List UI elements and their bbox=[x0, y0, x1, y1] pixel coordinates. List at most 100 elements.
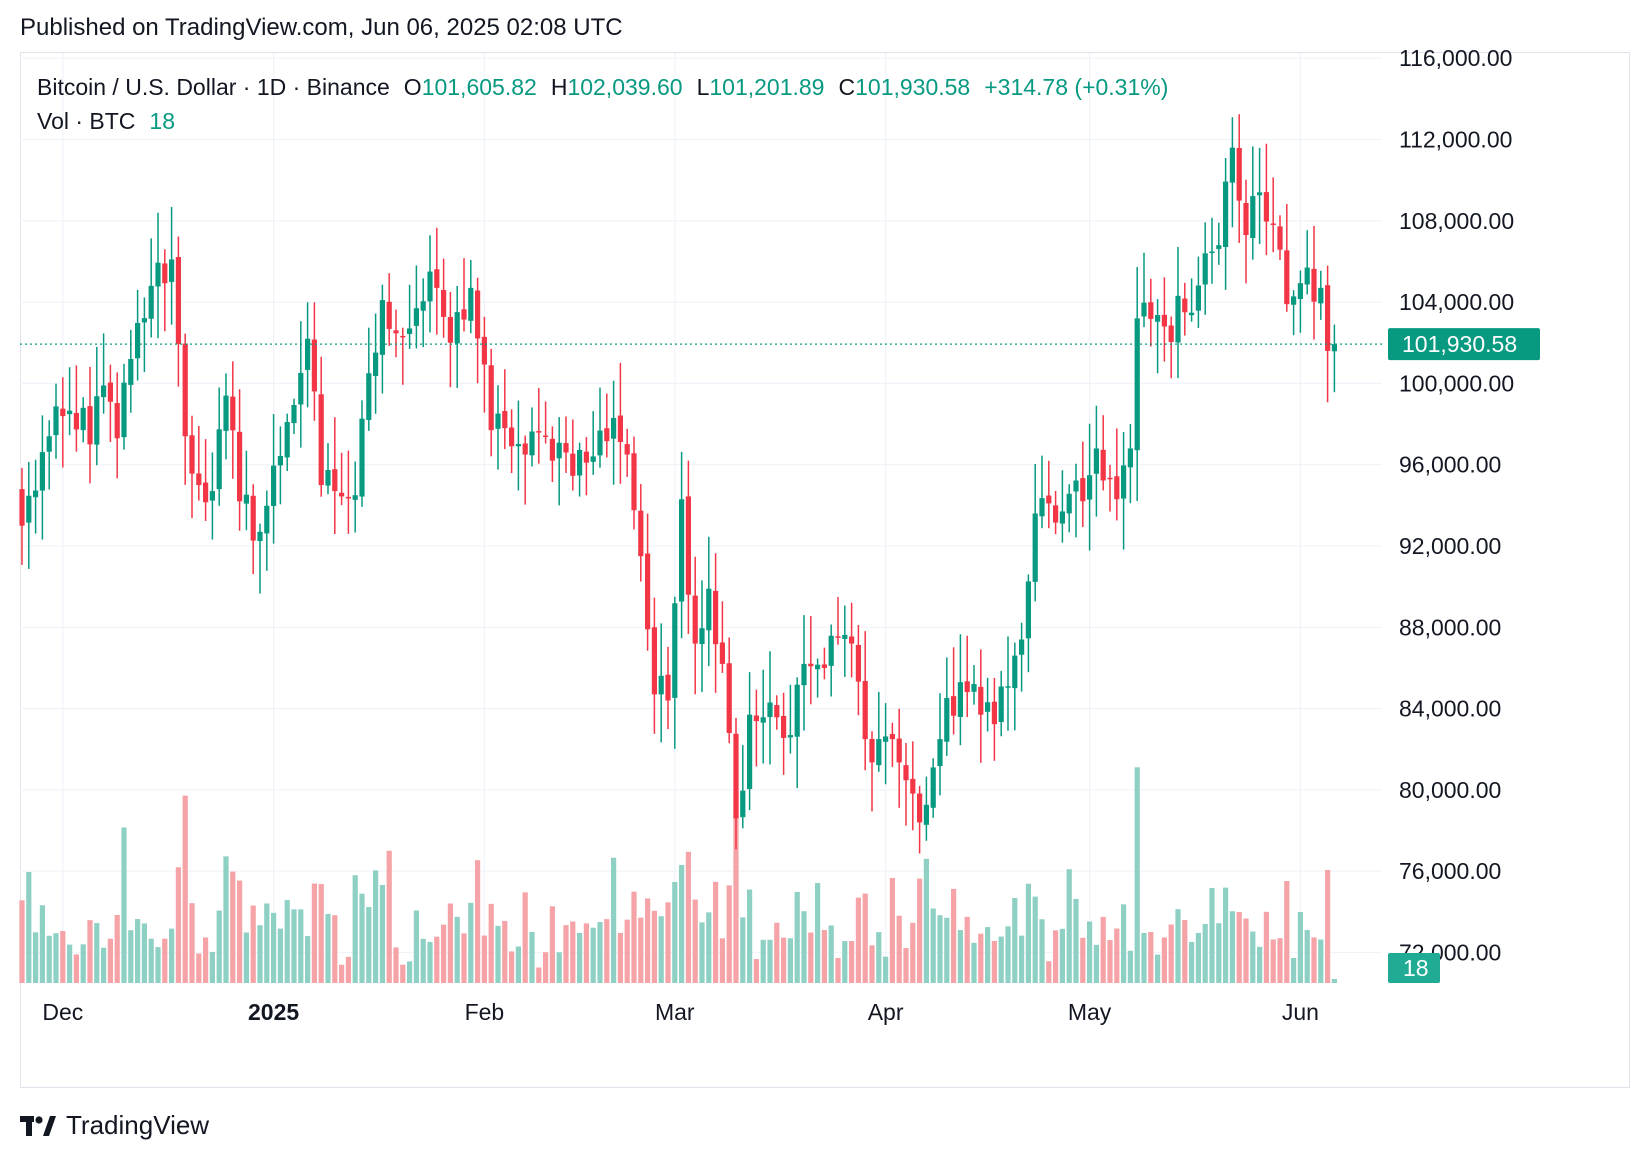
tradingview-logo-icon bbox=[20, 1115, 56, 1136]
candle bbox=[1161, 277, 1167, 362]
volume-bar bbox=[434, 936, 440, 983]
volume-bar bbox=[454, 916, 460, 983]
volume-bar bbox=[944, 917, 950, 983]
candle bbox=[679, 451, 685, 639]
volume-bar bbox=[1080, 937, 1086, 983]
candle-body bbox=[1311, 268, 1317, 302]
volume-bar bbox=[706, 912, 712, 983]
candle bbox=[869, 731, 875, 812]
candle-body bbox=[386, 301, 392, 329]
volume-bar bbox=[883, 956, 889, 983]
volume-bar bbox=[821, 930, 827, 983]
volume-bar bbox=[33, 932, 39, 983]
candle bbox=[638, 484, 644, 582]
volume-bar bbox=[855, 897, 861, 983]
time-axis: Dec 2025 Feb Mar Apr May Jun bbox=[42, 999, 1319, 1025]
volume-bar bbox=[651, 910, 657, 983]
candle-body bbox=[284, 422, 290, 458]
volume-bar bbox=[577, 932, 583, 983]
volume-bar bbox=[543, 952, 549, 983]
volume-bar bbox=[1066, 869, 1072, 983]
volume-bar bbox=[230, 871, 236, 983]
candle bbox=[1053, 490, 1059, 535]
candle bbox=[1277, 215, 1283, 261]
y-tick-label: 96,000.00 bbox=[1399, 452, 1501, 478]
candle-body bbox=[1148, 302, 1154, 319]
candle-body bbox=[930, 767, 936, 808]
candle bbox=[339, 452, 345, 506]
candle bbox=[767, 651, 773, 765]
candle bbox=[291, 398, 297, 434]
candle-body bbox=[1066, 493, 1072, 514]
candle bbox=[985, 677, 991, 732]
volume-bar bbox=[1161, 937, 1167, 983]
volume-bar bbox=[1202, 923, 1208, 983]
footer-brand[interactable]: TradingView bbox=[20, 1110, 209, 1141]
candle-body bbox=[828, 635, 834, 666]
candle bbox=[162, 249, 168, 332]
candle bbox=[196, 425, 202, 501]
candle bbox=[441, 258, 447, 338]
legend-symbol[interactable]: Bitcoin / U.S. Dollar · 1D · Binance bbox=[37, 74, 390, 100]
volume-bar bbox=[726, 885, 732, 983]
candle-body bbox=[733, 733, 739, 819]
candle-body bbox=[1134, 318, 1140, 451]
volume-bar bbox=[951, 888, 957, 983]
volume-bar bbox=[237, 880, 243, 983]
candle bbox=[896, 708, 902, 808]
volume-bar bbox=[1257, 946, 1263, 983]
candle bbox=[373, 313, 379, 414]
volume-bar bbox=[1114, 928, 1120, 983]
candle-body bbox=[1039, 498, 1045, 517]
volume-bar bbox=[815, 882, 821, 983]
candle-body bbox=[1114, 476, 1120, 500]
candle-body bbox=[903, 765, 909, 781]
candle bbox=[685, 460, 691, 634]
volume-bar bbox=[964, 916, 970, 983]
candle-body bbox=[679, 499, 685, 602]
volume-bar bbox=[1121, 904, 1127, 983]
volume-bar bbox=[495, 925, 501, 983]
price-axis: 72,000.0076,000.0080,000.0084,000.0088,0… bbox=[1388, 45, 1540, 983]
candle-body bbox=[624, 444, 630, 455]
candle bbox=[413, 265, 419, 349]
candle bbox=[740, 744, 746, 829]
candle bbox=[454, 285, 460, 388]
candle bbox=[243, 450, 249, 531]
volume-bar bbox=[1134, 767, 1140, 983]
candle bbox=[135, 289, 141, 381]
volume-bar bbox=[101, 947, 107, 983]
volume-bar bbox=[291, 909, 297, 983]
volume-bar bbox=[522, 892, 528, 983]
candle-body bbox=[1155, 315, 1161, 322]
candle bbox=[468, 259, 474, 334]
volume-bar bbox=[39, 905, 45, 983]
volume-bar bbox=[549, 906, 555, 983]
candle-body bbox=[923, 804, 929, 825]
volume-bar bbox=[114, 915, 120, 983]
legend-volume-label[interactable]: Vol · BTC bbox=[37, 108, 136, 134]
candle-body bbox=[1331, 344, 1337, 352]
symbol-legend: Bitcoin / U.S. Dollar · 1D · Binance O101… bbox=[37, 70, 1168, 138]
candle-body bbox=[1189, 312, 1195, 316]
volume-bar bbox=[1059, 928, 1065, 983]
candle-body bbox=[801, 663, 807, 686]
candle bbox=[495, 385, 501, 470]
candle-body bbox=[529, 431, 535, 456]
candle bbox=[488, 348, 494, 457]
candle bbox=[393, 309, 399, 358]
candle-body bbox=[563, 443, 569, 453]
candle bbox=[1229, 117, 1235, 228]
candle bbox=[366, 327, 372, 431]
candlesticks bbox=[19, 114, 1337, 854]
volume-bar bbox=[1155, 954, 1161, 983]
y-tick-label: 80,000.00 bbox=[1399, 777, 1501, 803]
candle-body bbox=[243, 494, 249, 504]
volume-bar bbox=[155, 947, 161, 983]
candle-body bbox=[1012, 655, 1018, 689]
candle bbox=[631, 436, 637, 530]
candle bbox=[1270, 177, 1276, 253]
volume-bar bbox=[910, 922, 916, 983]
last-price-tag bbox=[1388, 328, 1540, 361]
